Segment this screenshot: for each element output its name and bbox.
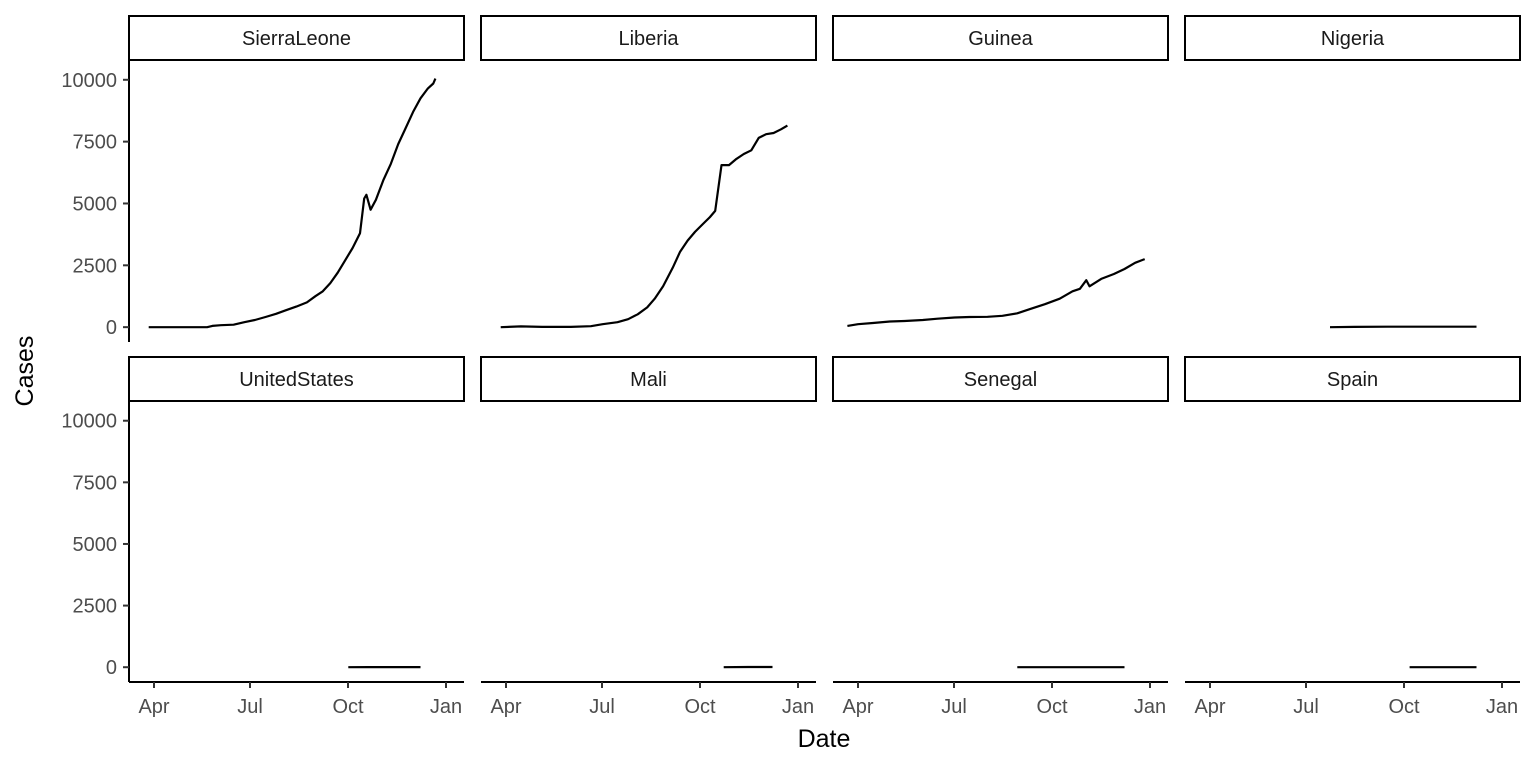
series-line-nigeria [1329,325,1477,329]
x-tick-label: Oct [332,696,364,718]
facet-strip [128,15,465,61]
y-tick-label: 0 [106,657,117,679]
x-tick-label: Apr [842,696,873,718]
series-line-sierraleone [148,78,437,329]
x-tick-label: Jul [1293,696,1319,718]
x-tick-label: Oct [1388,696,1420,718]
y-tick-label: 7500 [73,132,118,154]
facet-spain: Spain Apr Jul Oct Jan [1184,356,1521,718]
x-tick-label: Jul [589,696,615,718]
y-axis-title: Cases [11,336,39,407]
facet-strip-label: Guinea [968,28,1033,50]
x-tick-label: Jan [782,696,814,718]
facet-strip-label: Liberia [618,28,679,50]
facet-nigeria: Nigeria [1184,15,1521,329]
x-tick-label: Jan [430,696,462,718]
y-tick-label: 5000 [73,193,118,215]
y-tick-label: 7500 [73,472,118,494]
facet-guinea: Guinea [832,15,1169,327]
facet-liberia: Liberia [480,15,817,329]
y-tick-label: 10000 [61,411,117,433]
y-tick-label: 2500 [73,255,118,277]
facet-strip [832,15,1169,61]
facet-strip-label: Mali [630,369,667,391]
facet-strip [1184,15,1521,61]
facet-panels: SierraLeone 0 2500 5000 7500 10000 Liberia Guin… [61,15,1521,718]
x-tick-label: Jul [237,696,263,718]
series-line-guinea [847,258,1146,327]
facet-strip [832,356,1169,402]
y-tick-label: 2500 [73,596,118,618]
x-axis-title: Date [798,725,851,753]
facet-strip-label: Senegal [964,369,1037,391]
x-tick-label: Apr [490,696,521,718]
facet-strip-label: SierraLeone [242,28,351,50]
x-tick-label: Oct [684,696,716,718]
facet-unitedstates: UnitedStates 0 2500 5000 7500 10000 Apr Jul Oct J… [61,356,465,718]
x-tick-label: Apr [138,696,169,718]
facet-mali: Mali Apr Jul Oct Jan [480,356,817,718]
facet-strip-label: UnitedStates [239,369,354,391]
x-tick-label: Apr [1194,696,1225,718]
x-tick-label: Jan [1486,696,1518,718]
facet-strip [128,356,465,402]
facet-strip-label: Nigeria [1321,28,1385,50]
y-tick-label: 10000 [61,70,117,92]
facet-senegal: Senegal Apr Jul Oct Jan [832,356,1169,718]
y-tick-label: 5000 [73,534,118,556]
facet-sierraleone: SierraLeone 0 2500 5000 7500 10000 [61,15,465,342]
x-tick-label: Jan [1134,696,1166,718]
facet-strip [480,356,817,402]
facet-strip [1184,356,1521,402]
facet-strip [480,15,817,61]
x-tick-label: Jul [941,696,967,718]
x-tick-label: Oct [1036,696,1068,718]
facet-strip-label: Spain [1327,369,1378,391]
y-tick-label: 0 [106,317,117,339]
series-line-liberia [500,124,788,329]
